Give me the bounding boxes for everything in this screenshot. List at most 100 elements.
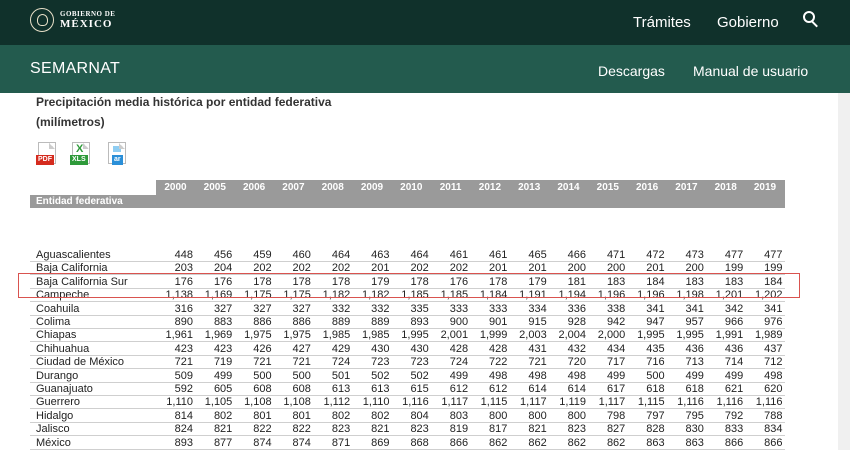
value-cell: 200 — [685, 262, 704, 275]
year-header-8: 2012 — [478, 182, 502, 193]
year-header-3: 2007 — [282, 182, 305, 193]
value-cell: 803 — [449, 409, 469, 422]
value-cell: 814 — [174, 409, 193, 422]
value-cell: 1,175 — [283, 289, 311, 302]
value-cell: 823 — [410, 423, 429, 436]
value-cell: 201 — [646, 262, 665, 275]
value-cell: 499 — [213, 369, 233, 382]
value-cell: 1,108 — [283, 396, 311, 409]
value-cell: 448 — [174, 249, 193, 261]
value-cell: 184 — [646, 275, 665, 288]
value-cell: 199 — [724, 262, 744, 275]
value-cell: 200 — [606, 262, 626, 275]
value-cell: 721 — [174, 356, 193, 369]
year-header-6: 2010 — [400, 182, 423, 193]
value-cell: 721 — [528, 356, 547, 369]
value-cell: 822 — [292, 423, 311, 436]
value-cell: 802 — [371, 409, 390, 422]
value-cell: 341 — [646, 302, 665, 315]
value-cell: 465 — [528, 249, 547, 261]
value-cell: 716 — [646, 356, 665, 369]
value-cell: 874 — [253, 436, 272, 449]
value-cell: 890 — [174, 316, 193, 328]
value-cell: 176 — [213, 275, 233, 288]
value-cell: 184 — [764, 275, 783, 288]
value-cell: 500 — [253, 369, 272, 382]
table-row: Baja California Sur 176 176 178 178 178 179 178… — [30, 276, 785, 289]
table-row: Guanajuato 592 605 608 608 613 613 615 612 612 614… — [30, 383, 785, 396]
nav-gobierno[interactable]: Gobierno — [717, 14, 779, 31]
value-cell: 724 — [449, 356, 469, 369]
value-cell: 719 — [213, 356, 233, 369]
value-cell: 862 — [567, 436, 586, 449]
value-cell: 336 — [567, 302, 586, 315]
value-cell: 862 — [489, 436, 508, 449]
value-cell: 1,985 — [361, 329, 390, 342]
search-icon[interactable] — [803, 11, 821, 29]
value-cell: 500 — [292, 369, 311, 382]
value-cell: 947 — [646, 316, 665, 328]
value-cell: 502 — [410, 369, 429, 382]
value-cell: 1,116 — [402, 396, 429, 409]
value-cell: 797 — [646, 409, 665, 422]
value-cell: 498 — [764, 369, 783, 382]
value-cell: 886 — [292, 316, 311, 328]
value-cell: 472 — [646, 249, 665, 261]
nav-descargas[interactable]: Descargas — [598, 63, 665, 79]
value-cell: 498 — [489, 369, 508, 382]
value-cell: 722 — [489, 356, 508, 369]
sub-bar: SEMARNAT Descargas Manual de usuario — [0, 45, 850, 93]
scrollbar[interactable] — [838, 93, 850, 450]
value-cell: 431 — [528, 342, 547, 355]
value-cell: 335 — [410, 302, 429, 315]
value-cell: 2,003 — [519, 329, 547, 342]
year-header-13: 2017 — [675, 182, 698, 193]
page-title: Precipitación media histórica por entida… — [36, 95, 332, 109]
xls-download-button[interactable]: XLS — [70, 142, 92, 168]
value-cell: 868 — [410, 436, 429, 449]
year-header-0: 2000 — [164, 182, 187, 193]
gobierno-logo[interactable]: GOBIERNO DE MÉXICO — [30, 8, 115, 32]
ar-download-button[interactable]: ar — [106, 142, 128, 168]
value-cell: 617 — [606, 383, 626, 395]
value-cell: 179 — [528, 275, 547, 288]
value-cell: 792 — [724, 409, 744, 422]
entity-name-cell: México — [36, 436, 71, 449]
value-cell: 817 — [489, 423, 508, 436]
value-cell: 471 — [606, 249, 626, 261]
value-cell: 871 — [331, 436, 351, 449]
value-cell: 592 — [174, 383, 193, 395]
value-cell: 862 — [606, 436, 626, 449]
pdf-download-button[interactable]: PDF — [36, 142, 58, 168]
value-cell: 1,969 — [204, 329, 233, 342]
value-cell: 1,112 — [323, 396, 351, 409]
value-cell: 428 — [449, 342, 469, 355]
value-cell: 459 — [253, 249, 272, 261]
value-cell: 1,138 — [165, 289, 193, 302]
value-cell: 429 — [331, 342, 351, 355]
entity-name-cell: Baja California Sur — [36, 275, 128, 288]
value-cell: 612 — [449, 383, 469, 395]
search-icon-lens — [803, 11, 815, 23]
value-cell: 178 — [410, 275, 429, 288]
nav-tramites[interactable]: Trámites — [633, 14, 691, 31]
value-cell: 423 — [174, 342, 193, 355]
brand-semarnat[interactable]: SEMARNAT — [30, 60, 121, 77]
value-cell: 801 — [253, 409, 272, 422]
value-cell: 900 — [449, 316, 469, 328]
value-cell: 464 — [331, 249, 351, 261]
value-cell: 605 — [213, 383, 233, 395]
value-cell: 183 — [724, 275, 744, 288]
value-cell: 1,995 — [401, 329, 429, 342]
page-unit: (milímetros) — [36, 115, 105, 129]
value-cell: 723 — [371, 356, 390, 369]
value-cell: 830 — [685, 423, 704, 436]
value-cell: 1,975 — [244, 329, 272, 342]
nav-manual-usuario[interactable]: Manual de usuario — [693, 63, 809, 79]
value-cell: 1,115 — [637, 396, 665, 409]
value-cell: 819 — [449, 423, 469, 436]
value-cell: 889 — [331, 316, 351, 328]
value-cell: 1,182 — [361, 289, 390, 302]
value-cell: 456 — [213, 249, 233, 261]
entity-name-cell: Chihuahua — [36, 342, 90, 355]
